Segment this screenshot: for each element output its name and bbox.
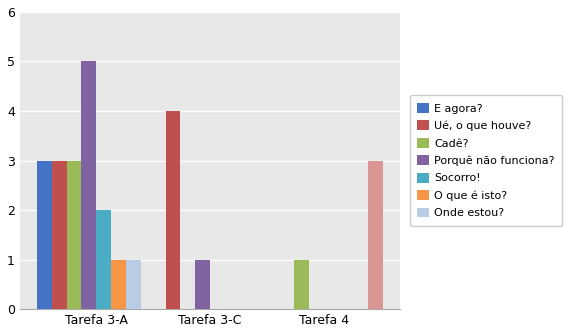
Bar xyxy=(96,210,111,309)
Bar xyxy=(52,161,67,309)
Legend: E agora?, Ué, o que houve?, Cadê?, Porquê não funciona?, Socorro!, O que é isto?: E agora?, Ué, o que houve?, Cadê?, Porqu… xyxy=(410,95,563,226)
Bar xyxy=(294,260,309,309)
Bar xyxy=(196,260,210,309)
Bar xyxy=(37,161,52,309)
Bar xyxy=(166,111,181,309)
Bar xyxy=(368,161,383,309)
Bar xyxy=(111,260,126,309)
Bar xyxy=(67,161,82,309)
Bar xyxy=(126,260,141,309)
Bar xyxy=(82,61,96,309)
